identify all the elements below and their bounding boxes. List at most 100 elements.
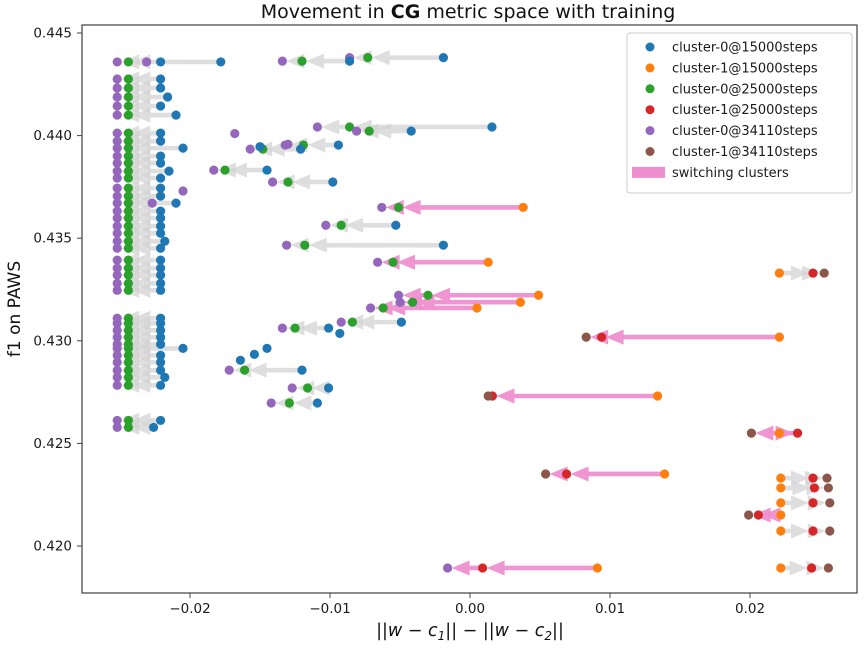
- data-point: [156, 278, 166, 288]
- data-point: [123, 92, 133, 102]
- trajectory-arrow: [132, 240, 161, 256]
- data-point: [443, 563, 453, 573]
- data-point: [753, 510, 764, 520]
- data-point: [156, 285, 166, 295]
- legend-swatch-5: [645, 147, 655, 156]
- trajectory-arrow: [132, 275, 161, 291]
- trajectory-arrow: [371, 50, 444, 66]
- data-point: [112, 350, 122, 360]
- data-point: [156, 380, 166, 390]
- trajectory-arrow: [132, 54, 221, 70]
- data-point: [123, 263, 133, 273]
- legend-label: cluster-1@15000steps: [672, 61, 818, 76]
- trajectory-arrow: [570, 466, 665, 482]
- data-point: [112, 151, 122, 161]
- data-point: [123, 198, 133, 208]
- data-point: [277, 56, 287, 66]
- trajectory-arrow: [132, 347, 161, 363]
- data-point: [156, 332, 166, 342]
- data-point: [156, 158, 166, 168]
- legend-label: cluster-0@15000steps: [672, 41, 818, 56]
- data-point: [123, 243, 133, 253]
- trajectory-arrow: [132, 148, 161, 164]
- data-point: [156, 365, 166, 375]
- trajectory-arrow: [306, 53, 350, 69]
- trajectory-arrow: [402, 199, 524, 215]
- data-point: [123, 57, 133, 67]
- data-point: [245, 144, 255, 154]
- data-point: [171, 110, 181, 120]
- data-point: [653, 391, 663, 401]
- y-tick-label: 0.420: [33, 539, 72, 555]
- data-point: [287, 383, 297, 393]
- trajectory-arrow: [132, 225, 161, 241]
- data-point: [216, 57, 226, 67]
- data-point: [364, 126, 374, 136]
- x-axis-label-sub1: 1: [438, 629, 446, 643]
- data-point: [284, 398, 294, 408]
- data-point: [744, 510, 754, 520]
- data-point: [160, 236, 170, 246]
- trajectory-arrow: [780, 480, 811, 496]
- data-point: [156, 350, 166, 360]
- x-axis-label-sub2: 2: [544, 629, 552, 643]
- trajectory-arrow: [132, 125, 161, 141]
- trajectory-arrow: [132, 369, 165, 385]
- trajectory-arrow: [132, 71, 161, 87]
- chart-title: Movement in CG metric space with trainin…: [261, 1, 676, 23]
- trajectory-arrow: [432, 287, 539, 303]
- data-point: [597, 332, 607, 342]
- data-point: [774, 332, 785, 342]
- data-point: [112, 158, 122, 168]
- trajectory-arrow: [402, 287, 428, 303]
- data-point: [776, 473, 786, 483]
- data-point: [290, 323, 300, 333]
- y-tick-label: 0.435: [33, 231, 72, 247]
- data-point: [112, 228, 122, 238]
- legend-swatch-3: [645, 105, 655, 115]
- axis-ticks: −0.02 −0.01 0.00 0.01 0.02 0.445 0.440 0.435 0.4…: [33, 26, 765, 618]
- x-tick-label: −0.02: [169, 601, 210, 617]
- data-point: [112, 422, 122, 432]
- trajectory-arrow: [132, 107, 176, 123]
- data-point: [541, 469, 551, 479]
- trajectory-arrow: [132, 419, 154, 435]
- trajectory-arrow: [132, 233, 165, 249]
- data-point: [235, 355, 245, 365]
- data-point: [823, 563, 834, 573]
- data-point: [123, 83, 133, 93]
- data-point: [123, 213, 133, 223]
- data-point: [808, 473, 818, 483]
- data-point: [123, 372, 133, 382]
- data-point: [112, 243, 122, 253]
- data-point: [156, 191, 166, 201]
- trajectory-arrow: [132, 80, 161, 96]
- data-point: [377, 202, 387, 213]
- trajectory-arrow: [605, 329, 780, 345]
- trajectory-arrow: [373, 123, 412, 139]
- trajectory-arrow: [416, 294, 521, 310]
- data-point: [112, 263, 122, 273]
- trajectory-arrow: [307, 137, 339, 153]
- data-point: [347, 317, 357, 327]
- data-point: [312, 122, 322, 132]
- data-point: [394, 202, 404, 213]
- data-point: [240, 365, 250, 375]
- data-point: [163, 92, 173, 102]
- trajectory-arrow: [132, 180, 161, 196]
- data-point: [160, 372, 170, 382]
- trajectory-arrow: [780, 560, 808, 576]
- data-point: [112, 136, 122, 146]
- data-point: [324, 323, 334, 333]
- trajectory-arrow: [780, 495, 809, 511]
- data-point: [283, 139, 293, 149]
- data-point: [123, 325, 133, 335]
- data-point: [438, 53, 448, 63]
- y-tick-label: 0.445: [33, 26, 72, 42]
- data-point: [156, 136, 166, 146]
- trajectory-arrow: [387, 300, 477, 316]
- legend-label: cluster-0@25000steps: [672, 82, 818, 97]
- data-point: [262, 165, 272, 175]
- legend-items: cluster-0@15000steps cluster-1@15000steps…: [632, 41, 818, 181]
